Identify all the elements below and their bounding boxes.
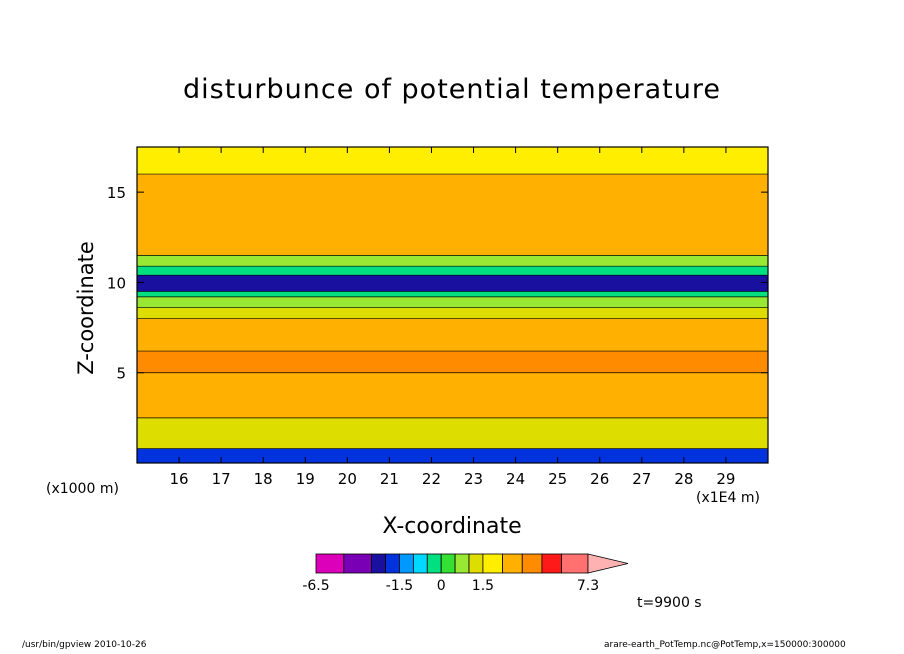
colorbar-segment xyxy=(426,553,442,574)
y-tick-label: 15 xyxy=(107,184,126,202)
colorbar-segment xyxy=(315,553,345,574)
x-tick-label: 16 xyxy=(170,470,189,488)
contour-band-9 xyxy=(137,266,768,276)
plot-frame xyxy=(136,146,769,464)
colorbar-segment xyxy=(399,553,414,574)
footer-command-date: /usr/bin/gpview 2010-10-26 xyxy=(22,640,147,650)
colorbar-tick-label: -6.5 xyxy=(302,578,329,594)
x-tick-label: 27 xyxy=(632,470,651,488)
contour-band-12 xyxy=(137,147,768,175)
x-tick-label: 25 xyxy=(548,470,567,488)
colorbar-segment xyxy=(343,553,373,574)
y-tick-label: 5 xyxy=(116,365,126,383)
contour-band-11 xyxy=(137,174,768,256)
time-annotation: t=9900 s xyxy=(637,595,702,611)
x-tick-label: 17 xyxy=(212,470,231,488)
colorbar-segment xyxy=(502,553,523,574)
contour-band-10 xyxy=(137,255,768,267)
contour-field xyxy=(137,147,768,463)
contour-band-0 xyxy=(137,448,768,463)
x-tick-label: 20 xyxy=(338,470,357,488)
colorbar-segment xyxy=(561,553,589,574)
x-axis-unit-label: (x1000 m) xyxy=(46,481,119,497)
contour-band-5 xyxy=(137,307,768,319)
colorbar-segment xyxy=(468,553,484,574)
x-tick-label: 24 xyxy=(506,470,525,488)
colorbar-segment xyxy=(371,553,386,574)
contour-band-4 xyxy=(137,318,768,352)
x-tick-label: 28 xyxy=(674,470,693,488)
chart-title: disturbunce of potential temperature xyxy=(183,74,721,105)
x-tick-label: 21 xyxy=(380,470,399,488)
contour-band-1 xyxy=(137,417,768,449)
footer-source: arare-earth_PotTemp.nc@PotTemp,x=150000:… xyxy=(604,640,846,650)
colorbar-arrow xyxy=(587,553,629,574)
colorbar-segment xyxy=(454,553,470,574)
x-tick-label: 26 xyxy=(590,470,609,488)
colorbar-segment xyxy=(521,553,543,574)
y-axis: 5 10 15 xyxy=(107,184,768,383)
colorbar-tick-label: 1.5 xyxy=(472,578,494,594)
x-tick-label: 29 xyxy=(716,470,735,488)
x-tick-label: 19 xyxy=(296,470,315,488)
colorbar-segment xyxy=(440,553,456,574)
colorbar-segment xyxy=(541,553,563,574)
contour-band-2 xyxy=(137,372,768,418)
colorbar-tick-label: 7.3 xyxy=(577,578,599,594)
contour-band-3 xyxy=(137,351,768,373)
y-axis-unit-label: (x1E4 m) xyxy=(696,490,760,506)
contour-band-6 xyxy=(137,296,768,308)
y-tick-label: 10 xyxy=(107,274,126,292)
x-tick-label: 22 xyxy=(422,470,441,488)
contour-band-8 xyxy=(137,275,768,292)
colorbar-tick-label: -1.5 xyxy=(386,578,413,594)
x-axis-label: X-coordinate xyxy=(382,514,522,539)
colorbar-segment xyxy=(482,553,503,574)
colorbar: -6.5 -1.5 0 1.5 7.3 xyxy=(302,553,629,594)
x-axis: 16 17 18 19 20 21 22 23 24 25 26 27 28 29 xyxy=(170,147,735,488)
colorbar-segment xyxy=(385,553,400,574)
contour-band-7 xyxy=(137,291,768,297)
colorbar-segment xyxy=(412,553,428,574)
x-tick-label: 18 xyxy=(254,470,273,488)
x-tick-label: 23 xyxy=(464,470,483,488)
colorbar-tick-label: 0 xyxy=(437,578,446,594)
